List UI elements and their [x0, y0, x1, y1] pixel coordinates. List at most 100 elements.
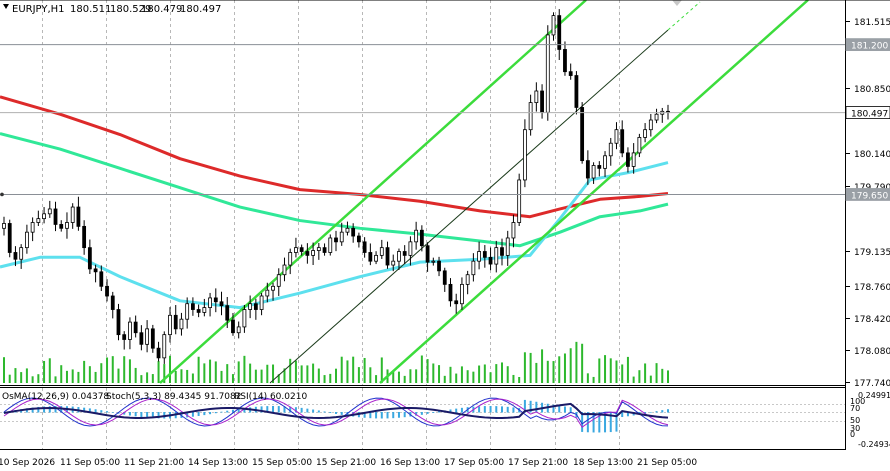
volume-bar [272, 364, 275, 383]
candle-body [53, 208, 58, 225]
volume-bar [329, 373, 332, 383]
candle-body [265, 289, 270, 297]
candle-body [408, 241, 413, 256]
price-tick-label: 179.790 [854, 183, 890, 193]
osma-bar [214, 412, 217, 414]
candle-body [614, 129, 619, 144]
candle-body [482, 251, 487, 258]
osma-bar [483, 406, 486, 413]
osma-bar [586, 412, 589, 433]
osma-bar [54, 406, 57, 413]
volume-bar [489, 372, 492, 383]
volume-bar [506, 366, 509, 383]
volume-bar [65, 370, 68, 383]
osma-bar [306, 408, 309, 413]
osma-bar [277, 406, 280, 413]
time-tick-label: 21 Sep 05:00 [637, 458, 697, 468]
candle-body [13, 252, 18, 260]
candle-body [540, 90, 544, 113]
osma-bar [100, 410, 103, 413]
osma-bar [111, 412, 114, 413]
volume-bar [340, 356, 343, 383]
osma-bar [604, 412, 607, 433]
candle-body [414, 229, 419, 243]
volume-bar [615, 360, 618, 383]
osma-bar [317, 410, 320, 413]
candle-body [179, 318, 184, 330]
candles [2, 9, 670, 364]
price-tick-label: 180.850 [854, 85, 890, 95]
volume-bar [632, 376, 635, 383]
osma-bar [529, 400, 532, 413]
volume-bar [220, 370, 223, 383]
candle-body [219, 301, 224, 307]
candle-body [2, 223, 6, 229]
osma-bar [335, 412, 337, 414]
volume-bar [31, 376, 34, 383]
volume-bar [83, 360, 86, 383]
osma-bar [644, 412, 647, 414]
volume-bar [535, 362, 538, 383]
osma-bar [506, 406, 509, 413]
osma-bar [186, 412, 189, 418]
candle-body [563, 49, 567, 73]
osma-bar [134, 412, 137, 417]
volume-bar [512, 374, 515, 383]
volume-bar [180, 369, 183, 383]
price-tag [845, 188, 890, 201]
symbol-label: EURJPY,H1 [12, 4, 65, 15]
osma-bar [294, 407, 297, 413]
price-tag [845, 38, 890, 52]
osma-bar [312, 409, 315, 413]
osma-bar [300, 407, 303, 413]
moving-averages [0, 95, 669, 310]
candle-body [87, 247, 92, 270]
candle-body [225, 305, 230, 321]
price-tick-label: 181.515 [854, 18, 890, 28]
candle-body [448, 283, 453, 302]
osma-bar [146, 412, 149, 418]
candle-body [305, 251, 310, 256]
osma-bar [432, 412, 435, 413]
collapse-arrow-icon[interactable] [3, 4, 9, 9]
volume-bar [569, 348, 572, 383]
candle-body [322, 247, 327, 253]
candle-body [545, 34, 550, 113]
volume-bar [649, 375, 652, 383]
volume-bar [237, 361, 240, 383]
volume-bar [449, 366, 452, 383]
volume-bar [335, 368, 337, 383]
volume-bar [426, 359, 429, 383]
volume-bar [3, 357, 5, 383]
candle-body [253, 303, 258, 310]
candle-body [551, 15, 556, 36]
volume-bar [472, 371, 475, 383]
osma-bar [661, 410, 664, 413]
price-tick-label: 178.080 [854, 347, 890, 357]
volume-bar [541, 349, 544, 383]
channel-upper-line [159, 0, 587, 384]
osma-bar [260, 406, 263, 413]
candle-body [494, 247, 499, 265]
candle-body [437, 260, 441, 272]
volume-bar [518, 376, 521, 383]
volume-bar [134, 367, 137, 383]
candle-body [431, 260, 436, 263]
osma-bar [37, 406, 40, 413]
candle-body [368, 252, 373, 262]
osma-bar [392, 412, 395, 419]
candle-body [196, 309, 201, 313]
candle-body [356, 235, 361, 243]
volume-bar [231, 374, 234, 383]
high-value: 180.529 [110, 4, 151, 15]
candle-body [334, 237, 338, 243]
volume-bar [501, 362, 503, 383]
candle-body [574, 75, 579, 108]
candle-body [522, 129, 527, 181]
candle-body [276, 274, 281, 287]
osma-bar [438, 411, 441, 413]
candle-body [288, 252, 293, 266]
candle-body [351, 227, 356, 237]
level-anchor-dot [0, 192, 4, 197]
